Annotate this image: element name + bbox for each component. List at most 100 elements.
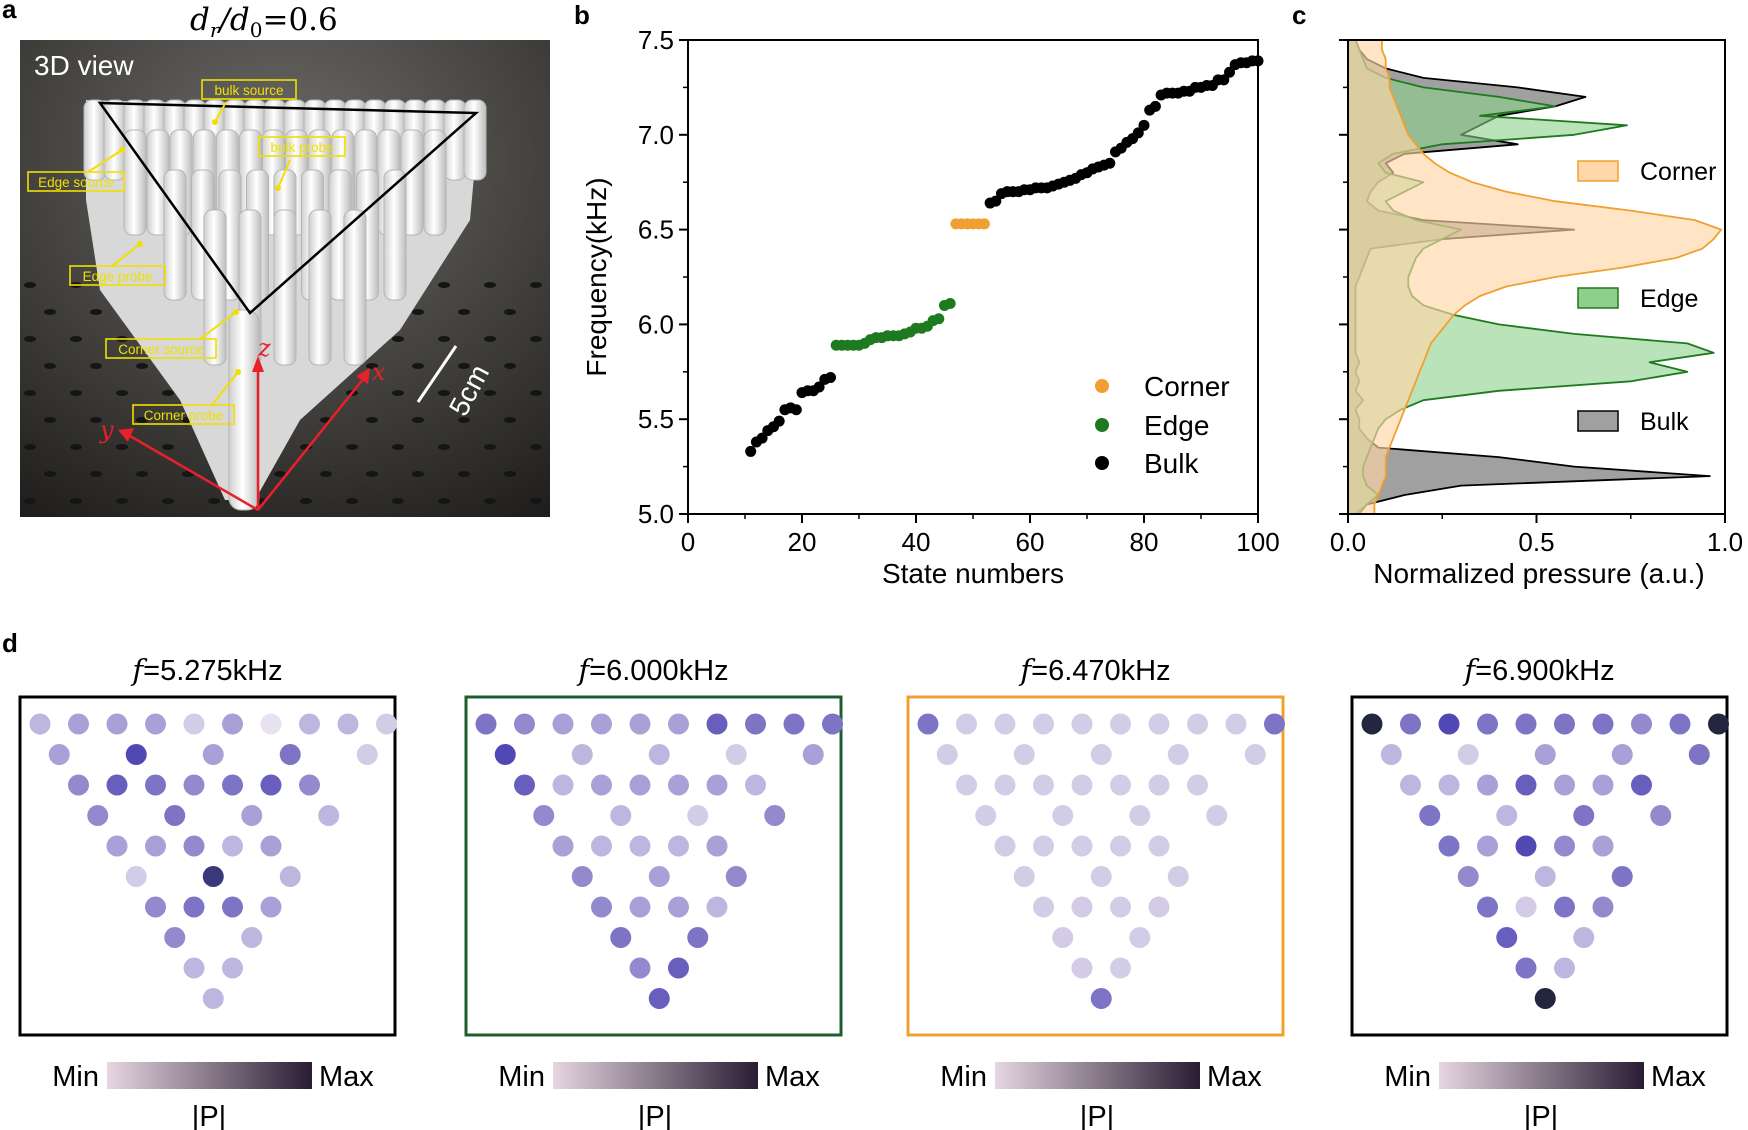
field-site bbox=[591, 713, 612, 735]
table-hole bbox=[438, 498, 450, 504]
legend-c-bulk-label: Bulk bbox=[1640, 408, 1689, 436]
b-xtick-label: 100 bbox=[1236, 527, 1279, 557]
field-site bbox=[956, 774, 977, 796]
table-hole bbox=[392, 444, 404, 450]
field-site bbox=[1419, 805, 1441, 826]
field-site bbox=[687, 805, 709, 826]
field-site bbox=[48, 744, 70, 765]
field-site bbox=[1129, 927, 1151, 948]
field-site bbox=[318, 805, 340, 826]
field-site bbox=[533, 805, 555, 826]
annotation-box bbox=[201, 79, 297, 100]
b-ytick-label: 7.5 bbox=[638, 25, 674, 55]
field-site bbox=[1148, 896, 1170, 918]
colorbar-quantity-label: |P| bbox=[638, 1101, 672, 1130]
annotation-box bbox=[27, 171, 125, 192]
field-site bbox=[1013, 866, 1035, 887]
field-site bbox=[1090, 988, 1112, 1009]
table-hole bbox=[24, 390, 36, 396]
annotation-arrow-head bbox=[275, 185, 281, 191]
table-hole bbox=[70, 336, 82, 342]
field-site bbox=[917, 713, 939, 735]
table-hole bbox=[44, 417, 56, 423]
field-map-3: f=6.470kHz Min Max |P| bbox=[906, 653, 1285, 1130]
field-site bbox=[241, 927, 263, 948]
legend-c-corner-swatch bbox=[1577, 160, 1619, 182]
plot-c-ticks: 0.0 0.5 1.0 bbox=[1330, 39, 1743, 557]
annotation-corner-probe: Corner probe bbox=[132, 369, 241, 425]
field-site bbox=[1477, 713, 1498, 735]
field-site bbox=[1052, 805, 1074, 826]
field-map-title: f=6.900kHz bbox=[1462, 653, 1614, 687]
field-site bbox=[745, 774, 766, 796]
field-site bbox=[260, 835, 282, 857]
table-hole bbox=[44, 471, 56, 477]
colorbar-max-label: Max bbox=[1651, 1061, 1706, 1093]
field-site bbox=[610, 805, 632, 826]
field-site bbox=[629, 774, 651, 796]
b-point-bulk bbox=[1104, 157, 1116, 169]
field-site bbox=[1361, 713, 1383, 735]
x-axis-label: x bbox=[372, 358, 386, 386]
field-site bbox=[1534, 744, 1556, 765]
field-site bbox=[106, 713, 128, 735]
annotation-box bbox=[132, 404, 235, 425]
table-hole bbox=[366, 417, 378, 423]
field-site bbox=[1244, 744, 1266, 765]
legend-c-bulk-swatch bbox=[1577, 410, 1619, 432]
field-site bbox=[668, 835, 689, 857]
field-site bbox=[1515, 896, 1537, 918]
table-hole bbox=[392, 390, 404, 396]
table-hole bbox=[136, 363, 148, 369]
field-site bbox=[1438, 774, 1460, 796]
b-ytick-label: 6.5 bbox=[638, 215, 674, 245]
field-site bbox=[571, 744, 593, 765]
field-site bbox=[1206, 805, 1228, 826]
table-hole bbox=[366, 363, 378, 369]
table-hole bbox=[162, 498, 174, 504]
panel-a-title: dr/d0=0.6 bbox=[190, 2, 338, 42]
field-site bbox=[1071, 957, 1093, 979]
field-site bbox=[68, 713, 89, 735]
annotation-box bbox=[258, 136, 346, 157]
freq-value: =6.470kHz bbox=[1031, 655, 1170, 687]
annotation-arrow-head bbox=[212, 119, 218, 125]
b-point-bulk bbox=[790, 404, 802, 416]
annotation-edge-source: Edge source bbox=[27, 147, 125, 192]
table-hole bbox=[412, 363, 424, 369]
panel-a: dr/d0=0.6 3D view bulk source bulk probe E… bbox=[20, 2, 550, 517]
field-site bbox=[1534, 988, 1556, 1009]
table-hole bbox=[458, 363, 470, 369]
field-site bbox=[648, 866, 670, 887]
field-site bbox=[725, 866, 747, 887]
field-site bbox=[1400, 713, 1421, 735]
resonator-tube bbox=[123, 129, 147, 236]
colorbar-max-label: Max bbox=[319, 1061, 374, 1093]
table-hole bbox=[458, 471, 470, 477]
plot-b-frame bbox=[687, 39, 1259, 515]
field-site bbox=[629, 957, 651, 979]
annotations: bulk source bulk probe Edge source Edge pro… bbox=[27, 79, 346, 425]
field-site bbox=[1611, 866, 1633, 887]
field-map-1: f=5.275kHz Min Max |P| bbox=[18, 653, 397, 1130]
colorbar-min-label: Min bbox=[52, 1061, 99, 1093]
lattice-structure bbox=[83, 99, 487, 511]
table-hole bbox=[504, 309, 516, 315]
field-site bbox=[202, 744, 224, 765]
table-hole bbox=[320, 471, 332, 477]
table-hole bbox=[44, 363, 56, 369]
annotation-arrow-head bbox=[235, 369, 241, 375]
plot-c-areas bbox=[1348, 40, 1723, 514]
field-site bbox=[591, 774, 612, 796]
field-site bbox=[1400, 774, 1421, 796]
field-map-title: f=6.000kHz bbox=[576, 653, 728, 687]
annotation-label: bulk probe bbox=[270, 140, 333, 155]
b-point-bulk bbox=[1149, 100, 1161, 112]
field-site bbox=[1110, 957, 1131, 979]
field-site bbox=[1033, 713, 1054, 735]
table-hole bbox=[136, 471, 148, 477]
x-axis-arrow bbox=[356, 368, 370, 384]
field-site bbox=[1688, 744, 1710, 765]
annotation-label: bulk source bbox=[214, 83, 283, 98]
